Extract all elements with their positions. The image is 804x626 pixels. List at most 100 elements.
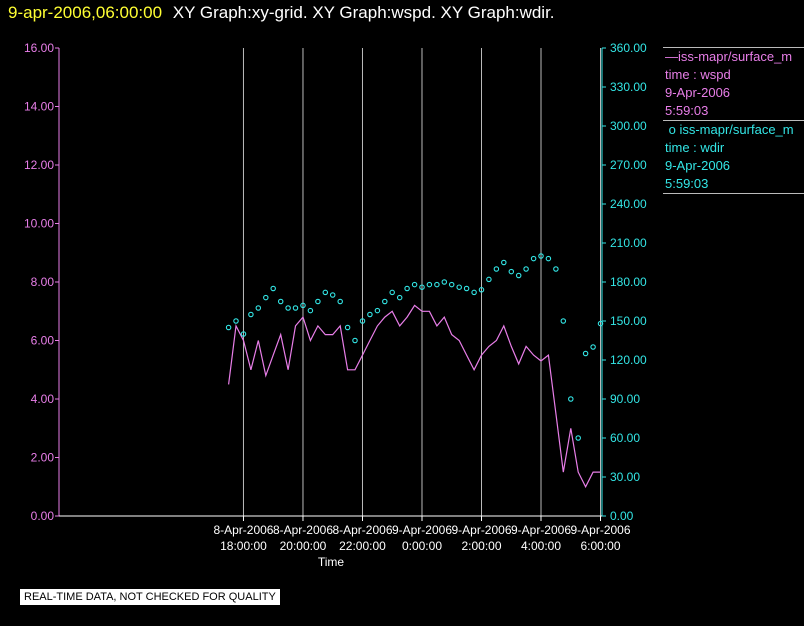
x-tick-date: 9-Apr-2006: [570, 523, 630, 537]
legend-line-symbol: —: [665, 49, 678, 64]
left-tick-label: 8.00: [31, 275, 55, 289]
left-tick-label: 16.00: [24, 41, 54, 55]
wdir-point: [359, 318, 366, 324]
x-axis-label: Time: [318, 555, 345, 569]
right-tick-label: 210.00: [610, 236, 647, 250]
x-axis-ticks: 8-Apr-2006 18:00:00 8-Apr-2006 20:00:00 8-Ap…: [213, 516, 631, 553]
wdir-point: [553, 266, 559, 272]
left-axis-ticks: 0.00 2.00 4.00 6.00 8.00 10.00 12.00 14.00 16.00: [24, 41, 59, 523]
wdir-point: [515, 272, 522, 279]
wdir-point: [523, 266, 529, 272]
right-tick-label: 300.00: [610, 119, 647, 133]
x-tick-time: 22:00:00: [339, 539, 386, 553]
wdir-series: [225, 253, 604, 441]
wdir-point: [233, 318, 239, 324]
legend-wspd-date: 9-Apr-2006: [665, 85, 731, 100]
wdir-point: [240, 331, 247, 337]
left-tick-label: 6.00: [31, 334, 55, 348]
chart-axes: [58, 48, 603, 517]
wdir-point: [255, 305, 262, 311]
wdir-point: [590, 344, 596, 350]
wdir-point: [285, 305, 291, 311]
legend-separator: [663, 120, 804, 121]
left-tick-label: 2.00: [31, 451, 55, 465]
wdir-point: [419, 284, 425, 290]
legend-wdir-time: 5:59:03: [665, 176, 709, 191]
wdir-point: [434, 281, 440, 288]
wdir-point: [404, 285, 410, 292]
x-tick-time: 18:00:00: [220, 539, 267, 553]
x-tick-time: 20:00:00: [280, 539, 327, 553]
wdir-point: [456, 284, 462, 290]
wdir-point: [545, 255, 552, 262]
wdir-point: [322, 289, 329, 296]
wdir-point: [374, 307, 381, 314]
left-tick-label: 0.00: [31, 509, 55, 523]
wdir-point: [329, 292, 336, 298]
quality-note: REAL-TIME DATA, NOT CHECKED FOR QUALITY: [20, 589, 280, 605]
x-tick-date: 8-Apr-2006: [332, 523, 392, 537]
wdir-point: [337, 298, 343, 305]
left-tick-label: 14.00: [24, 100, 54, 114]
left-tick-label: 10.00: [24, 217, 54, 231]
legend-wdir-date: 9-Apr-2006: [665, 158, 731, 173]
wdir-point: [352, 337, 358, 344]
right-tick-label: 180.00: [610, 275, 647, 289]
wdir-point: [367, 311, 373, 318]
wdir-point: [471, 289, 477, 296]
legend-separator: [663, 47, 804, 48]
right-tick-label: 90.00: [610, 392, 640, 406]
right-tick-label: 120.00: [610, 353, 647, 367]
wdir-point: [382, 298, 388, 305]
vertical-grid-lines: [242, 48, 602, 516]
legend-entry-wdir: o iss-mapr/surface_m time : wdir 9-Apr-2…: [663, 121, 804, 193]
right-axis-ticks: 0.00 30.00 60.00 90.00 120.00 150.00 180.00 210…: [602, 41, 647, 523]
right-tick-label: 150.00: [610, 314, 647, 328]
wdir-point: [411, 281, 418, 288]
left-tick-label: 12.00: [24, 158, 54, 172]
wdir-point: [270, 285, 276, 292]
wspd-line: [228, 304, 601, 489]
wdir-point: [486, 276, 492, 283]
wdir-point: [597, 320, 604, 327]
wdir-point: [530, 255, 537, 262]
wdir-point: [478, 287, 485, 293]
wdir-point: [396, 294, 403, 301]
x-tick-date: 9-Apr-2006: [511, 523, 571, 537]
x-tick-date: 9-Apr-2006: [392, 523, 452, 537]
right-tick-label: 0.00: [610, 509, 634, 523]
wdir-point: [292, 305, 299, 311]
x-tick-date: 8-Apr-2006: [273, 523, 333, 537]
legend-wdir-name: iss-mapr/surface_m: [679, 122, 794, 137]
x-tick-time: 2:00:00: [461, 539, 501, 553]
wdir-point: [248, 311, 254, 318]
wdir-point: [568, 396, 574, 402]
x-tick-date: 8-Apr-2006: [213, 523, 273, 537]
legend-circle-symbol: o: [665, 122, 680, 137]
wdir-point: [225, 324, 232, 331]
wdir-point: [493, 266, 500, 272]
wdir-point: [560, 318, 567, 324]
wdir-point: [263, 294, 269, 301]
header-timestamp: 9-apr-2006,06:00:00: [8, 3, 163, 22]
header-title: XY Graph:xy-grid. XY Graph:wspd. XY Grap…: [172, 3, 555, 22]
legend-wdir-fields: time : wdir: [665, 140, 725, 155]
left-tick-label: 4.00: [31, 392, 55, 406]
wdir-point: [501, 259, 507, 266]
wdir-point: [389, 289, 395, 296]
x-tick-time: 0:00:00: [402, 539, 442, 553]
wdir-point: [344, 324, 351, 331]
legend: —iss-mapr/surface_m time : wspd 9-Apr-20…: [663, 47, 804, 194]
wdir-point: [463, 285, 470, 292]
x-tick-date: 9-Apr-2006: [451, 523, 511, 537]
legend-wspd-name: iss-mapr/surface_m: [678, 49, 793, 64]
legend-separator: [663, 193, 804, 194]
right-tick-label: 360.00: [610, 41, 647, 55]
wdir-point: [426, 281, 433, 288]
legend-wspd-fields: time : wspd: [665, 67, 731, 82]
wdir-point: [300, 302, 306, 309]
x-tick-time: 4:00:00: [521, 539, 561, 553]
wdir-point: [307, 307, 314, 314]
right-tick-label: 270.00: [610, 158, 647, 172]
